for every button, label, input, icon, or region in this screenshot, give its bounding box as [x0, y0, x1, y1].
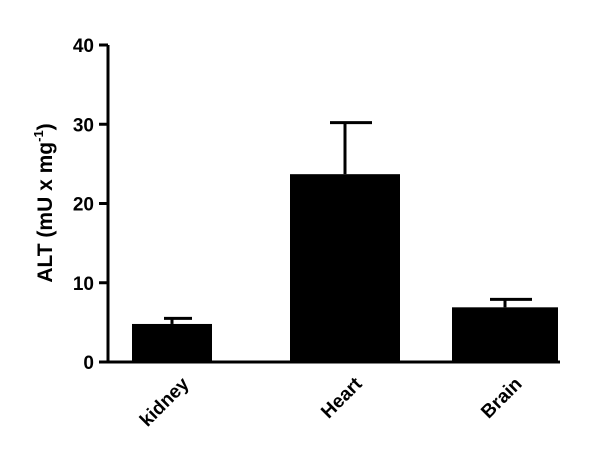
y-tick-label: 40	[73, 36, 94, 57]
x-tick-label: Heart	[317, 373, 367, 423]
y-axis-label-text: ALT (mU x mg	[34, 142, 57, 283]
bar	[290, 174, 400, 362]
y-axis-label-sup: -1	[31, 130, 46, 142]
x-tick-label: kidney	[136, 373, 194, 431]
bar	[452, 307, 558, 362]
y-axis-label: ALT (mU x mg-1)	[31, 123, 57, 282]
y-tick-label: 0	[83, 353, 94, 374]
y-axis-label-end: )	[34, 123, 57, 130]
y-tick-label: 20	[73, 195, 94, 216]
y-tick-label: 10	[73, 274, 94, 295]
bar	[132, 323, 212, 362]
x-tick-label: Brain	[477, 374, 526, 423]
y-tick-label: 30	[73, 115, 94, 136]
